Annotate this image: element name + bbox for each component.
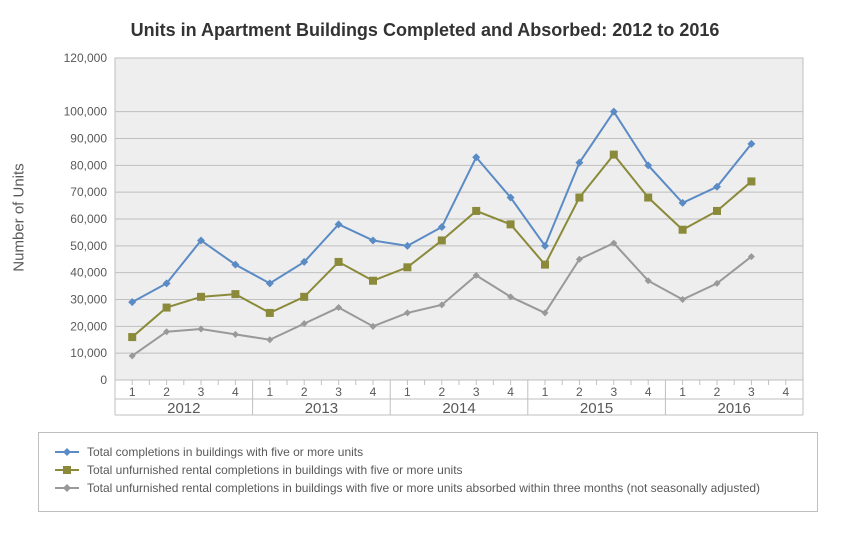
svg-text:1: 1 [266, 385, 273, 399]
svg-text:2: 2 [163, 385, 170, 399]
svg-text:2: 2 [438, 385, 445, 399]
legend-label: Total unfurnished rental completions in … [87, 481, 760, 495]
plot-area: 0 10,000 20,000 30,000 40,000 50,000 60,000 70,… [0, 0, 850, 430]
svg-text:70,000: 70,000 [70, 185, 107, 199]
svg-text:0: 0 [100, 373, 107, 387]
legend-label: Total completions in buildings with five… [87, 445, 363, 459]
svg-text:30,000: 30,000 [70, 293, 107, 307]
svg-text:3: 3 [473, 385, 480, 399]
svg-text:100,000: 100,000 [64, 105, 108, 119]
svg-text:2012: 2012 [167, 400, 200, 417]
chart-container: Units in Apartment Buildings Completed a… [0, 0, 850, 533]
svg-text:3: 3 [335, 385, 342, 399]
svg-text:2: 2 [714, 385, 721, 399]
legend: Total completions in buildings with five… [38, 432, 818, 512]
svg-text:2: 2 [301, 385, 308, 399]
svg-text:120,000: 120,000 [64, 51, 108, 65]
svg-text:3: 3 [610, 385, 617, 399]
legend-item: Total unfurnished rental completions in … [55, 481, 801, 495]
legend-swatch [55, 464, 79, 476]
svg-text:4: 4 [370, 385, 377, 399]
svg-text:2: 2 [576, 385, 583, 399]
svg-text:3: 3 [748, 385, 755, 399]
svg-text:1: 1 [679, 385, 686, 399]
svg-text:4: 4 [507, 385, 514, 399]
svg-text:1: 1 [542, 385, 549, 399]
svg-text:60,000: 60,000 [70, 212, 107, 226]
svg-text:2013: 2013 [305, 400, 338, 417]
svg-text:4: 4 [782, 385, 789, 399]
svg-text:2014: 2014 [442, 400, 475, 417]
svg-text:4: 4 [232, 385, 239, 399]
legend-swatch [55, 482, 79, 494]
svg-text:90,000: 90,000 [70, 132, 107, 146]
svg-text:1: 1 [129, 385, 136, 399]
svg-text:20,000: 20,000 [70, 319, 107, 333]
svg-text:1: 1 [404, 385, 411, 399]
svg-text:10,000: 10,000 [70, 346, 107, 360]
legend-item: Total completions in buildings with five… [55, 445, 801, 459]
legend-swatch [55, 446, 79, 458]
legend-item: Total unfurnished rental completions in … [55, 463, 801, 477]
svg-text:2016: 2016 [718, 400, 751, 417]
svg-text:80,000: 80,000 [70, 158, 107, 172]
svg-text:40,000: 40,000 [70, 266, 107, 280]
svg-text:2015: 2015 [580, 400, 613, 417]
legend-label: Total unfurnished rental completions in … [87, 463, 463, 477]
svg-text:50,000: 50,000 [70, 239, 107, 253]
svg-text:4: 4 [645, 385, 652, 399]
svg-text:3: 3 [198, 385, 205, 399]
